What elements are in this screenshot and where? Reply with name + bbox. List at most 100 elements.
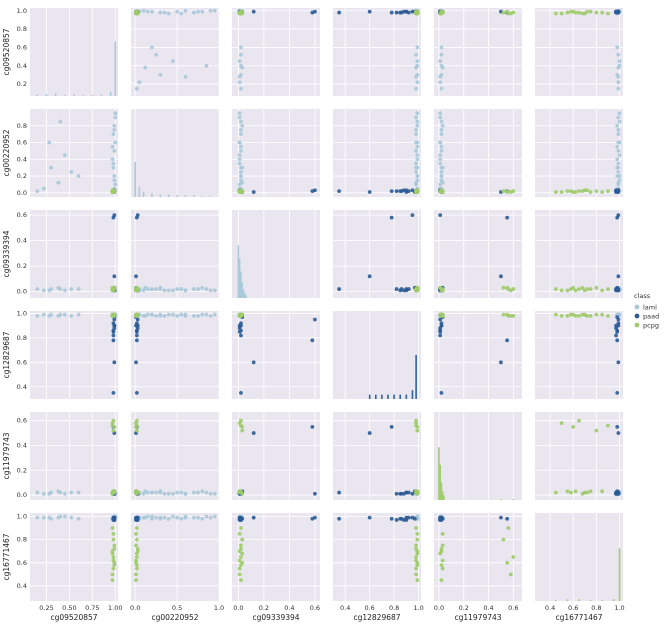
point-laml	[58, 287, 63, 291]
point-paad	[412, 516, 417, 521]
point-paad	[615, 328, 620, 333]
point-pcpg	[501, 312, 506, 317]
x-tick-label: 0.8	[591, 604, 601, 612]
point-laml	[239, 45, 243, 50]
point-pcpg	[134, 563, 139, 568]
point-paad	[251, 431, 256, 435]
point-pcpg	[440, 531, 445, 536]
point-laml	[439, 119, 444, 124]
point-laml	[414, 149, 419, 153]
hist-bar	[242, 289, 245, 298]
point-paad	[337, 10, 342, 15]
point-paad	[615, 491, 620, 496]
panel-bg-0-1	[131, 8, 219, 96]
point-paad	[337, 490, 342, 495]
panel-bg-1-4	[434, 109, 522, 197]
point-paad	[614, 333, 618, 338]
point-pcpg	[134, 551, 139, 556]
point-paad	[410, 213, 415, 218]
point-paad	[499, 274, 503, 279]
hist-bar	[138, 186, 141, 197]
y-axis-label: cg16771467	[2, 533, 11, 580]
panel-bg-3-5	[535, 311, 623, 399]
legend-marker-laml	[634, 304, 640, 310]
x-tick-label: 0.6	[568, 604, 578, 612]
point-laml	[111, 165, 116, 170]
point-pcpg	[439, 578, 444, 583]
point-laml	[175, 287, 179, 291]
point-pcpg	[573, 288, 578, 293]
point-pcpg	[568, 189, 573, 194]
point-pcpg	[565, 489, 570, 494]
hist-bar	[415, 355, 417, 399]
point-laml	[414, 132, 419, 137]
point-paad	[239, 333, 243, 338]
point-paad	[438, 333, 443, 338]
hist-bar	[176, 195, 178, 197]
point-paad	[134, 215, 139, 220]
hist-bar	[399, 394, 402, 399]
point-pcpg	[414, 526, 419, 530]
point-pcpg	[559, 190, 564, 194]
point-laml	[110, 157, 115, 162]
point-paad	[111, 333, 116, 338]
point-laml	[615, 45, 620, 50]
point-paad	[394, 491, 399, 496]
x-axis-label: cg12829687	[353, 613, 400, 622]
point-laml	[196, 287, 200, 291]
point-pcpg	[112, 563, 117, 568]
y-tick-label: 0.6	[17, 43, 27, 51]
point-pcpg	[577, 418, 581, 423]
point-pcpg	[594, 312, 599, 317]
point-pcpg	[568, 312, 573, 317]
point-laml	[239, 132, 243, 137]
hist-bar	[45, 94, 48, 96]
point-paad	[310, 10, 315, 15]
point-laml	[616, 74, 621, 79]
point-laml	[616, 165, 621, 170]
point-laml	[175, 515, 179, 520]
point-laml	[62, 514, 67, 519]
point-laml	[212, 312, 217, 317]
point-paad	[367, 9, 372, 14]
point-laml	[239, 149, 243, 153]
hist-bar	[381, 394, 383, 399]
point-laml	[62, 491, 67, 496]
point-pcpg	[134, 313, 139, 318]
point-paad	[615, 338, 620, 343]
point-pcpg	[580, 491, 585, 496]
point-pcpg	[110, 572, 115, 577]
point-laml	[145, 287, 150, 291]
hist-bar	[134, 161, 136, 197]
point-laml	[183, 514, 188, 519]
point-laml	[237, 80, 242, 85]
hist-bar	[238, 258, 241, 298]
point-pcpg	[553, 11, 558, 16]
point-pcpg	[565, 288, 570, 293]
point-laml	[438, 80, 443, 85]
point-pcpg	[577, 189, 581, 194]
point-pcpg	[506, 313, 511, 318]
point-laml	[158, 10, 163, 15]
x-tick-label: 0.5	[172, 604, 182, 612]
hist-bar	[91, 95, 94, 96]
y-tick-label: 0.2	[17, 262, 27, 270]
y-tick-label: 1.0	[17, 309, 27, 317]
point-laml	[438, 74, 443, 79]
point-paad	[394, 10, 399, 15]
point-laml	[158, 515, 163, 520]
point-laml	[439, 86, 444, 91]
point-paad	[312, 491, 317, 496]
point-paad	[310, 424, 315, 429]
panel-bg-1-2	[232, 109, 320, 197]
point-laml	[41, 491, 46, 496]
point-paad	[111, 338, 116, 343]
point-pcpg	[606, 423, 610, 428]
point-laml	[414, 74, 419, 79]
point-laml	[415, 178, 420, 183]
point-paad	[237, 323, 242, 328]
point-pcpg	[577, 313, 581, 318]
y-axis-label: cg11979743	[2, 432, 11, 479]
x-tick-label: 0.50	[62, 604, 76, 612]
point-paad	[615, 10, 620, 15]
